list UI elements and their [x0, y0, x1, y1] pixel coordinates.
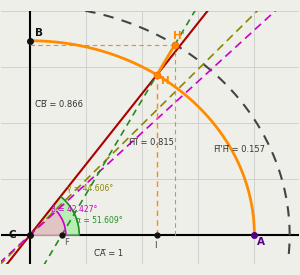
Text: H': H': [173, 31, 185, 41]
Text: C̅A̅ = 1: C̅A̅ = 1: [94, 249, 123, 258]
Text: C̅B̅ = 0.866: C̅B̅ = 0.866: [35, 100, 83, 109]
Text: α = 51.609°: α = 51.609°: [76, 216, 122, 225]
Text: H̅'H̅ = 0.157: H̅'H̅ = 0.157: [214, 145, 265, 154]
Text: H̅I̅ = 0.815: H̅I̅ = 0.815: [129, 138, 173, 147]
Text: γ = 44.606°: γ = 44.606°: [67, 184, 113, 193]
Text: β = 42.427°: β = 42.427°: [51, 205, 98, 214]
Polygon shape: [30, 196, 79, 235]
Text: H: H: [161, 76, 170, 86]
Text: A: A: [256, 237, 265, 247]
Text: C: C: [9, 230, 16, 240]
Text: F: F: [64, 238, 69, 247]
Text: I: I: [154, 241, 157, 249]
Text: B: B: [35, 28, 44, 38]
Polygon shape: [30, 211, 66, 235]
